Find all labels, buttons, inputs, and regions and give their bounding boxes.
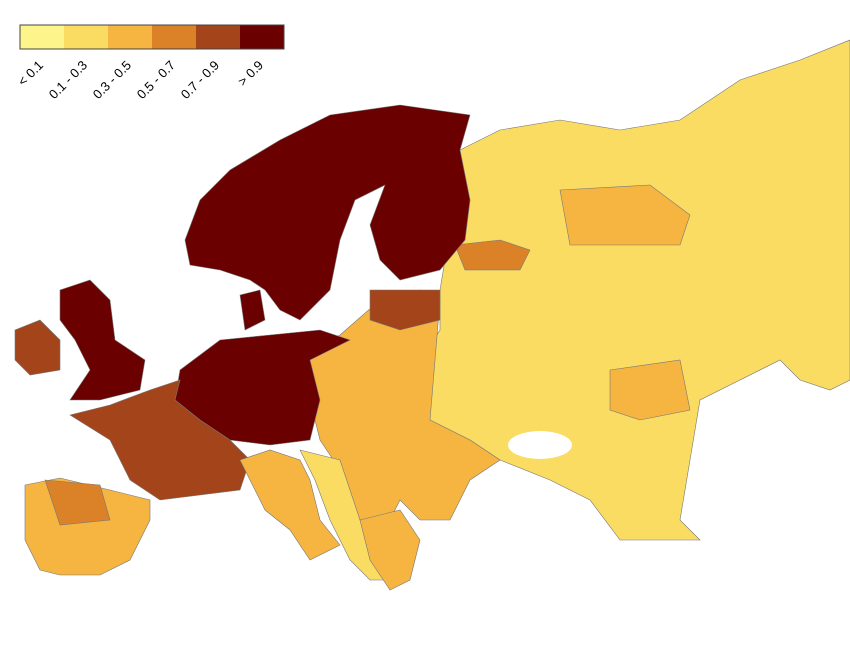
greece-region <box>359 509 421 591</box>
baltic-region <box>369 289 441 331</box>
legend-label: 0.7 - 0.9 <box>178 58 222 102</box>
scandinavia-region <box>184 104 471 321</box>
legend-label: 0.3 - 0.5 <box>90 58 134 102</box>
russia-subregion <box>454 239 531 271</box>
legend-swatch <box>108 25 152 49</box>
russia-subregion <box>609 359 691 421</box>
uk-region <box>59 279 146 401</box>
legend-swatch <box>20 25 64 49</box>
ireland-region <box>14 319 61 376</box>
russia-subregion <box>559 184 691 246</box>
legend-swatch <box>240 25 284 49</box>
denmark-region <box>239 289 266 331</box>
legend-label: 0.5 - 0.7 <box>134 58 178 102</box>
legend-label: > 0.9 <box>235 58 266 89</box>
legend-swatch <box>152 25 196 49</box>
legend-label: 0.1 - 0.3 <box>46 58 90 102</box>
iberia-subregion <box>44 479 111 526</box>
legend: < 0.1 0.1 - 0.3 0.3 - 0.5 0.5 - 0.7 0.7 - 0.… <box>15 24 285 102</box>
black-sea <box>508 431 572 459</box>
legend-swatch <box>196 25 240 49</box>
italy-region <box>239 449 341 561</box>
regions <box>14 39 850 591</box>
france-region <box>69 379 251 501</box>
legend-swatch <box>64 25 108 49</box>
legend-label: < 0.1 <box>15 58 46 89</box>
legend-frame <box>19 24 285 50</box>
